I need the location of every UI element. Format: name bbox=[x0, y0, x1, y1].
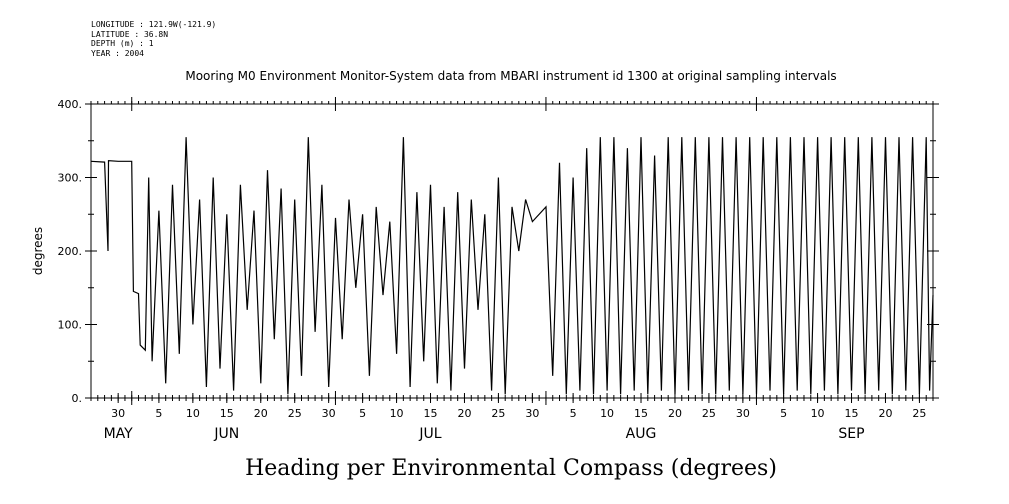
y-tick-label: 100. bbox=[58, 319, 83, 332]
x-tick-label: 20 bbox=[254, 407, 268, 420]
y-tick-label: 200. bbox=[58, 245, 83, 258]
station-metadata: LONGITUDE : 121.9W(-121.9) LATITUDE : 36… bbox=[91, 20, 216, 58]
latitude-label: LATITUDE : 36.8N bbox=[91, 29, 169, 39]
x-tick-label: 5 bbox=[155, 407, 162, 420]
x-tick-label: 10 bbox=[186, 407, 200, 420]
x-tick-label: 20 bbox=[878, 407, 892, 420]
x-tick-label: 25 bbox=[912, 407, 926, 420]
x-tick-label: 25 bbox=[702, 407, 716, 420]
x-tick-label: 15 bbox=[220, 407, 234, 420]
series-line-0 bbox=[90, 137, 934, 395]
x-tick-label: 5 bbox=[780, 407, 787, 420]
y-tick-label: 0. bbox=[72, 392, 83, 405]
x-month-label: SEP bbox=[838, 426, 864, 442]
y-tick-label: 400. bbox=[58, 98, 83, 111]
longitude-label: LONGITUDE : 121.9W(-121.9) bbox=[91, 20, 217, 29]
x-tick-label: 15 bbox=[634, 407, 648, 420]
x-tick-label: 15 bbox=[845, 407, 859, 420]
x-tick-label: 30 bbox=[322, 407, 336, 420]
x-tick-label: 15 bbox=[424, 407, 438, 420]
x-month-label: AUG bbox=[626, 426, 657, 442]
x-tick-label: 10 bbox=[390, 407, 404, 420]
y-axis-label: degrees bbox=[31, 227, 45, 275]
x-tick-label: 10 bbox=[811, 407, 825, 420]
year-label: YEAR : 2004 bbox=[91, 48, 144, 58]
x-tick-label: 30 bbox=[736, 407, 750, 420]
x-tick-label: 30 bbox=[111, 407, 125, 420]
chart-title: Mooring M0 Environment Monitor-System da… bbox=[185, 69, 836, 83]
x-axis: 30 5 10 15 20 25 30 5 10 15 20 25 30 5 10 15 20 25 30 5 10 15… bbox=[90, 97, 934, 442]
depth-label: DEPTH (m) : 1 bbox=[91, 39, 154, 48]
x-tick-label: 25 bbox=[491, 407, 505, 420]
x-tick-label: 30 bbox=[525, 407, 539, 420]
x-tick-label: 5 bbox=[359, 407, 366, 420]
x-tick-label: 5 bbox=[570, 407, 577, 420]
y-tick-label: 300. bbox=[58, 172, 83, 185]
x-month-label: MAY bbox=[104, 426, 134, 442]
x-month-label: JUL bbox=[418, 426, 441, 442]
x-tick-label: 10 bbox=[600, 407, 614, 420]
series-layer bbox=[90, 137, 934, 395]
bottom-title: Heading per Environmental Compass (degre… bbox=[245, 456, 777, 481]
x-tick-label: 25 bbox=[288, 407, 302, 420]
x-tick-label: 20 bbox=[668, 407, 682, 420]
x-tick-label: 20 bbox=[457, 407, 471, 420]
x-month-label: JUN bbox=[213, 426, 239, 442]
